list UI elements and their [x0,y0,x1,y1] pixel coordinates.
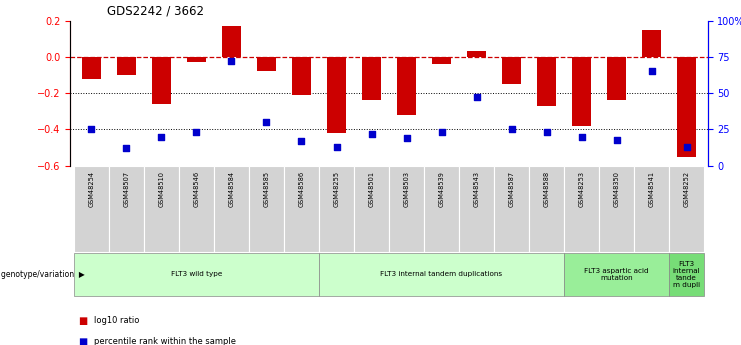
Point [505,127,517,132]
Text: log10 ratio: log10 ratio [94,316,139,325]
Point [471,95,482,100]
Text: GSM48253: GSM48253 [579,171,585,207]
Point [576,134,588,139]
Text: ■: ■ [78,337,87,345]
Bar [222,26,241,57]
Bar [362,57,381,100]
Text: GSM48543: GSM48543 [473,171,479,207]
Bar [424,166,459,252]
Bar [677,57,697,157]
Text: FLT3 aspartic acid
mutation: FLT3 aspartic acid mutation [585,268,649,281]
Bar [82,57,101,79]
Bar [74,253,319,296]
Bar [152,57,171,104]
Text: GSM48539: GSM48539 [439,171,445,207]
Bar [74,166,109,252]
Point [436,129,448,135]
Point [681,144,693,149]
Bar [669,253,704,296]
Text: GSM48546: GSM48546 [193,171,199,207]
Bar [397,57,416,115]
Text: GSM48588: GSM48588 [544,171,550,207]
Text: GSM48586: GSM48586 [299,171,305,207]
Bar [564,166,599,252]
Text: genotype/variation  ▶: genotype/variation ▶ [1,270,84,279]
Bar [319,166,354,252]
Point [85,127,97,132]
Bar [669,166,704,252]
Point [401,135,413,141]
Text: GSM48541: GSM48541 [648,171,654,207]
Bar [144,166,179,252]
Bar [389,166,424,252]
Point [156,134,167,139]
Bar [599,166,634,252]
Text: GSM48255: GSM48255 [333,171,339,207]
Text: GSM48584: GSM48584 [228,171,234,207]
Bar [249,166,284,252]
Bar [572,57,591,126]
Text: percentile rank within the sample: percentile rank within the sample [94,337,236,345]
Bar [529,166,564,252]
Bar [502,57,521,84]
Bar [354,166,389,252]
Point [330,144,342,149]
Bar [642,30,661,57]
Text: GSM48254: GSM48254 [88,171,94,207]
Bar [117,57,136,75]
Bar [494,166,529,252]
Bar [537,57,556,106]
Bar [292,57,311,95]
Point [645,69,657,74]
Bar [327,57,346,133]
Bar [109,166,144,252]
Point [190,129,202,135]
Point [296,138,308,144]
Bar [284,166,319,252]
Text: GSM48350: GSM48350 [614,171,619,207]
Bar [459,166,494,252]
Text: GSM48503: GSM48503 [404,171,410,207]
Bar [467,51,486,57]
Text: FLT3
internal
tande
m dupli: FLT3 internal tande m dupli [673,261,700,288]
Bar [257,57,276,71]
Text: GSM48587: GSM48587 [508,171,514,207]
Point [365,131,377,137]
Text: GSM48252: GSM48252 [684,171,690,207]
Text: GSM48507: GSM48507 [124,171,130,207]
Bar [564,253,669,296]
Point [541,129,553,135]
Text: GSM48585: GSM48585 [264,171,270,207]
Bar [634,166,669,252]
Text: GDS2242 / 3662: GDS2242 / 3662 [107,4,205,17]
Bar [187,57,206,62]
Point [121,146,133,151]
Text: GSM48501: GSM48501 [368,171,374,207]
Text: FLT3 internal tandem duplications: FLT3 internal tandem duplications [380,271,502,277]
Bar [607,57,626,100]
Text: GSM48510: GSM48510 [159,171,165,207]
Bar [179,166,214,252]
Text: FLT3 wild type: FLT3 wild type [170,271,222,277]
Bar [319,253,564,296]
Text: ■: ■ [78,316,87,326]
Point [611,137,622,142]
Point [261,119,273,125]
Point [225,59,237,64]
Bar [432,57,451,64]
Bar [214,166,249,252]
